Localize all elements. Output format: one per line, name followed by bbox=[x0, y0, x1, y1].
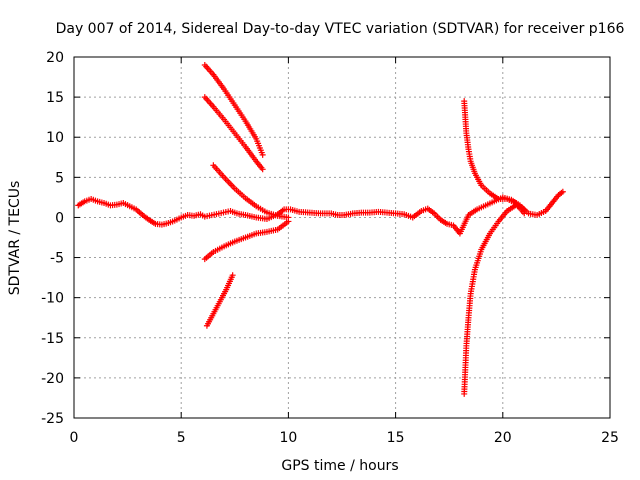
axis-ticks bbox=[73, 56, 611, 419]
series-arc-bottom bbox=[203, 272, 236, 329]
x-axis-label: GPS time / hours bbox=[281, 458, 398, 474]
series-baseline bbox=[75, 188, 566, 237]
y-tick-label: 20 bbox=[46, 50, 64, 66]
data-point bbox=[259, 166, 266, 173]
y-tick-label: 0 bbox=[55, 210, 64, 226]
x-tick-label: 20 bbox=[494, 430, 512, 446]
grid-lines bbox=[74, 57, 610, 418]
y-tick-label: -20 bbox=[41, 371, 64, 387]
series-arc-upper bbox=[201, 62, 266, 158]
x-tick-label: 5 bbox=[177, 430, 186, 446]
plot-frame bbox=[73, 56, 611, 419]
series-arc-lower bbox=[201, 218, 292, 263]
x-tick-label: 25 bbox=[601, 430, 619, 446]
y-tick-label: 15 bbox=[46, 90, 64, 106]
series-arc-second bbox=[201, 94, 266, 173]
series-arc-third bbox=[210, 162, 292, 221]
x-tick-label: 10 bbox=[279, 430, 297, 446]
y-tick-label: -15 bbox=[41, 331, 64, 347]
y-tick-label: 5 bbox=[55, 170, 64, 186]
y-tick-label: 10 bbox=[46, 130, 64, 146]
data-point bbox=[521, 206, 528, 213]
y-tick-label: -25 bbox=[41, 411, 64, 427]
chart-title: Day 007 of 2014, Sidereal Day-to-day VTE… bbox=[56, 21, 625, 37]
data-point bbox=[229, 272, 236, 279]
x-tick-label: 15 bbox=[387, 430, 405, 446]
series-late-lower bbox=[461, 202, 528, 397]
data-point bbox=[285, 218, 292, 225]
y-tick-label: -10 bbox=[41, 291, 64, 307]
data-point bbox=[559, 188, 566, 195]
y-tick-labels: -25 -20 -15 -10 -5 0 5 10 15 20 bbox=[41, 50, 64, 427]
x-tick-labels: 0 5 10 15 20 25 bbox=[70, 430, 619, 446]
x-tick-label: 0 bbox=[70, 430, 79, 446]
data-point bbox=[259, 151, 266, 158]
y-tick-label: -5 bbox=[50, 251, 64, 267]
y-axis-label: SDTVAR / TECUs bbox=[7, 181, 23, 296]
data-marks bbox=[75, 62, 566, 397]
